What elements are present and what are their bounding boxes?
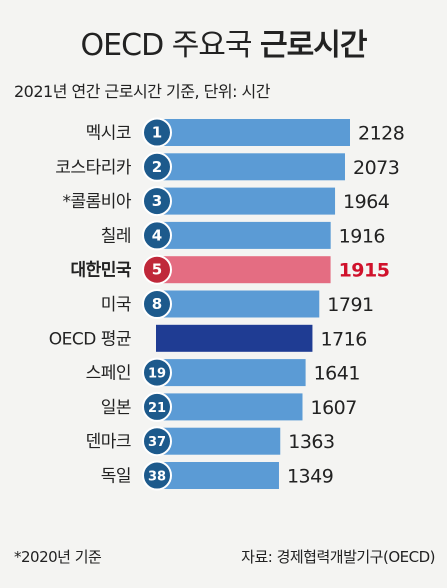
category-label: 칠레	[101, 226, 131, 246]
rank-badge	[142, 220, 172, 251]
value-label: 1915	[339, 260, 390, 282]
bar	[156, 187, 336, 215]
rank-label: 8	[152, 295, 162, 313]
rank-label: 38	[148, 470, 166, 485]
rank-badge	[142, 357, 172, 388]
bar-chart: 멕시코 1 2128 코스타리카 2 2073 *콜롬비아 3 1964 칠레 4 1916 대한민국 5…	[49, 117, 405, 491]
title-prefix: OECD 주요국	[80, 28, 253, 63]
category-label: 일본	[101, 398, 131, 418]
bar	[156, 393, 303, 421]
rank-label: 5	[152, 261, 162, 279]
rank-label: 19	[148, 367, 166, 382]
value-label: 1363	[288, 431, 334, 453]
bar	[156, 324, 313, 352]
category-label: 미국	[101, 295, 131, 315]
rank-label: 21	[148, 401, 166, 416]
value-label: 1916	[339, 225, 385, 247]
value-label: 2128	[358, 123, 404, 145]
rank-badge	[142, 391, 172, 422]
rank-label: 3	[152, 192, 162, 210]
bar	[156, 119, 350, 146]
value-label: 1791	[327, 294, 373, 316]
source-note: 자료: 경제협력개발기구(OECD)	[241, 548, 435, 566]
rank-badge	[142, 186, 172, 217]
value-label: 1607	[311, 397, 357, 419]
bar	[156, 290, 320, 318]
category-label: 코스타리카	[55, 158, 132, 178]
bar	[156, 462, 279, 489]
rank-badge	[142, 460, 172, 491]
bar	[156, 359, 306, 387]
bar	[156, 427, 281, 455]
rank-badge	[142, 151, 172, 182]
title-bold: 근로시간	[260, 28, 367, 63]
category-label: 덴마크	[86, 432, 131, 452]
bar	[156, 256, 331, 284]
rank-label: 37	[148, 435, 166, 450]
category-label: 대한민국	[70, 261, 131, 281]
category-label: OECD 평균	[49, 329, 131, 349]
bar	[156, 153, 345, 181]
rank-badge	[142, 289, 172, 319]
value-label: 1716	[320, 328, 366, 350]
chart-subtitle: 2021년 연간 근로시간 기준, 단위: 시간	[14, 82, 271, 101]
chart-title: OECD 주요국 근로시간	[0, 20, 447, 64]
category-label: 스페인	[86, 364, 131, 384]
category-label: *콜롬비아	[62, 192, 131, 212]
value-label: 1964	[343, 191, 390, 213]
rank-badge	[142, 254, 172, 285]
rank-label: 1	[152, 124, 162, 142]
rank-label: 2	[152, 158, 162, 176]
category-label: 멕시코	[86, 124, 131, 144]
value-label: 2073	[353, 157, 399, 179]
rank-label: 4	[152, 226, 162, 244]
rank-badge	[142, 117, 172, 148]
rank-badge	[142, 426, 172, 457]
footnote: *2020년 기준	[14, 548, 102, 566]
category-label: 독일	[101, 467, 131, 487]
bar	[156, 221, 331, 249]
value-label: 1641	[314, 363, 360, 385]
value-label: 1349	[287, 466, 333, 488]
